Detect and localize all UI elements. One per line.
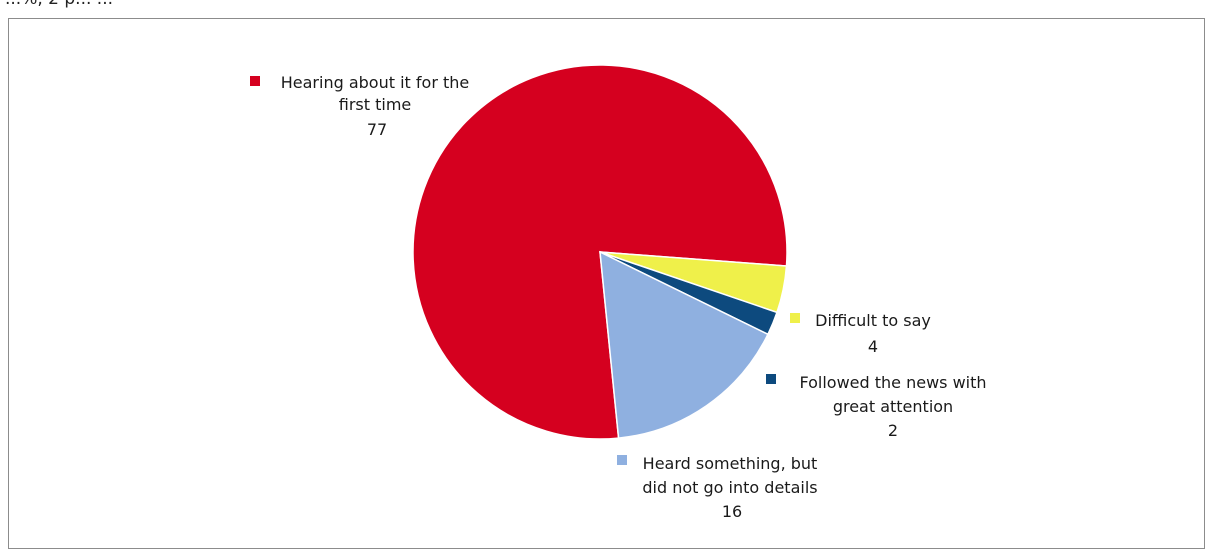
legend-swatch xyxy=(766,374,776,384)
pie-slices xyxy=(412,64,788,440)
slice-label: Heard something, but xyxy=(643,454,818,473)
chart-frame xyxy=(8,18,1205,549)
legend-swatch xyxy=(250,76,260,86)
header-text-clipped: ...%, 2 p... ... xyxy=(5,0,113,9)
slice-value-label: 2 xyxy=(888,421,898,440)
slice-value-label: 77 xyxy=(367,120,387,139)
pie-labels: Hearing about it for the first time 77 Diff… xyxy=(250,73,987,521)
slice-value-label: 4 xyxy=(868,337,878,356)
slice-label: Hearing about it for the xyxy=(281,73,469,92)
slice-label: Difficult to say xyxy=(815,311,931,330)
pie-slice xyxy=(599,250,769,439)
slice-value-label: 16 xyxy=(722,502,742,521)
slice-label: great attention xyxy=(833,397,953,416)
legend-swatch xyxy=(790,313,800,323)
slice-label: did not go into details xyxy=(642,478,817,497)
legend-swatch xyxy=(617,455,627,465)
slice-label: first time xyxy=(339,95,412,114)
slice-label: Followed the news with xyxy=(799,373,986,392)
